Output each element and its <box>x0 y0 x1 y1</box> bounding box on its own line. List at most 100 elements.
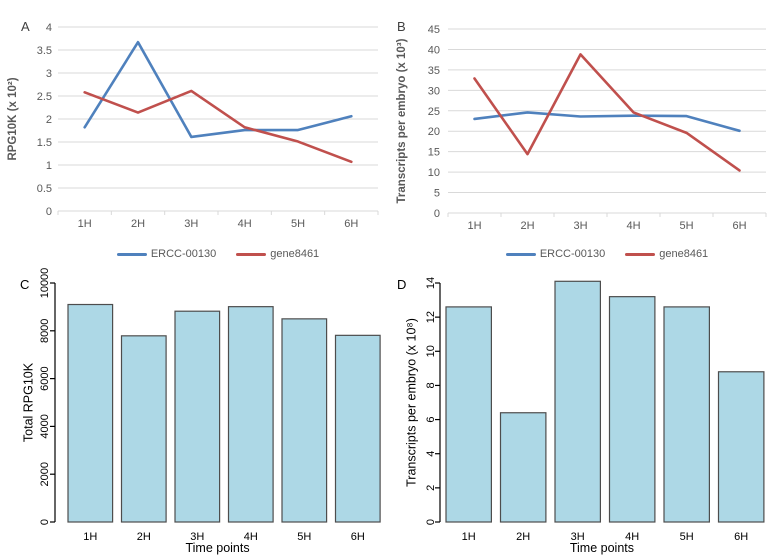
y-axis-tick-label: 5 <box>434 188 440 200</box>
x-axis-tick-label: 2H <box>131 218 145 230</box>
bar-3H <box>174 310 221 523</box>
y-axis-tick-label: 35 <box>428 65 440 77</box>
x-axis-tick-label: 3H <box>184 218 198 230</box>
x-axis-tick-label: 6H <box>734 531 748 543</box>
series-line-ERCC-00130 <box>83 40 353 139</box>
legend-label-ercc-00130: ERCC-00130 <box>539 248 606 260</box>
legend-item-ercc-00130: ERCC-00130 <box>116 248 217 260</box>
x-axis-tick-label: 5H <box>291 218 305 230</box>
series-line-gene8461 <box>473 53 741 172</box>
panel-label-c: C <box>20 277 30 292</box>
y-axis-tick-label: 10 <box>425 345 437 357</box>
y-axis-tick-label: 0 <box>425 519 437 525</box>
y-axis-tick-label: 2.5 <box>37 91 52 103</box>
x-axis-tick-label: 3H <box>573 220 587 232</box>
bar-3H <box>554 280 602 523</box>
bar-chart-d-canvas: 0 2 4 6 8 10 12 14 1H 2H 3H 4H 5H 6H Time points Transc… <box>404 277 765 555</box>
y-axis-tick-label: 2000 <box>39 462 51 486</box>
y-axis-tick-label: 12 <box>425 311 437 323</box>
x-axis-tick-label: 1H <box>83 531 97 543</box>
red-line-swatch-icon <box>625 252 656 256</box>
y-axis-tick-label: 4 <box>425 451 437 457</box>
x-axis-tick-label: 4H <box>244 531 258 543</box>
red-line-swatch-icon <box>236 252 267 256</box>
bar-4H <box>608 296 656 523</box>
bar-chart-c-canvas: 0 2000 4000 6000 8000 10000 1H 2H 3H 4H 5H 6H Time p… <box>21 268 381 555</box>
x-axis-tick-label: 2H <box>516 531 530 543</box>
y-axis-tick-label: 14 <box>425 277 437 289</box>
y-axis-tick-label: 40 <box>428 44 440 56</box>
y-axis-tick-label: 6000 <box>39 366 51 390</box>
y-axis-tick-label: 6 <box>425 417 437 423</box>
panel-a-line-chart: A 0 0.5 1 1.5 2 2.5 3 3.5 4 1H 2H 3H 4H 5H 6H RPG10K (x… <box>0 0 391 265</box>
legend-label-ercc-00130: ERCC-00130 <box>150 248 217 260</box>
legend-label-gene8461: gene8461 <box>270 248 320 260</box>
x-axis-tick-label: 5H <box>679 220 693 232</box>
x-axis-tick-label: 5H <box>297 531 311 543</box>
y-axis-tick-label: 1 <box>46 160 52 172</box>
y-axis-tick-label: 3 <box>46 68 52 80</box>
bar-1H <box>67 303 114 523</box>
y-axis-tick-label: 15 <box>428 147 440 159</box>
line-chart-a-canvas: 0 0.5 1 1.5 2 2.5 3 3.5 4 1H 2H 3H 4H 5H 6H RPG10K (x 1… <box>7 22 379 230</box>
y-axis-tick-label: 30 <box>428 85 440 97</box>
y-axis-tick-label: 25 <box>428 106 440 118</box>
x-axis-tick-label: 3H <box>571 531 585 543</box>
blue-line-swatch-icon <box>505 252 536 256</box>
y-axis-tick-label: 0 <box>39 519 51 525</box>
x-axis-tick-label: 5H <box>680 531 694 543</box>
line-chart-b-canvas: 0 5 10 15 20 25 30 35 40 45 1H 2H 3H 4H 5H 6H Transcript… <box>396 24 767 232</box>
legend-b: ERCC-00130 gene8461 <box>448 246 766 262</box>
y-axis-tick-label: 1.5 <box>37 137 52 149</box>
bar-5H <box>281 318 328 523</box>
bar-2H <box>120 335 167 523</box>
legend-item-gene8461: gene8461 <box>236 248 319 260</box>
y-axis-tick-label: 10000 <box>39 268 51 299</box>
bar-6H <box>334 334 381 523</box>
panel-label-b: B <box>397 19 406 34</box>
legend-item-ercc-00130: ERCC-00130 <box>505 248 606 260</box>
panel-label-a: A <box>21 19 30 34</box>
x-axis-tick-label: 6H <box>351 531 365 543</box>
y-axis-tick-label: 0.5 <box>37 183 52 195</box>
y-axis-tick-label: 8000 <box>39 319 51 343</box>
series-line-ERCC-00130 <box>473 111 741 133</box>
y-axis-tick-label: 0 <box>434 208 440 220</box>
x-axis-tick-label: 6H <box>344 218 358 230</box>
blue-line-swatch-icon <box>116 252 147 256</box>
panel-label-d: D <box>397 277 407 292</box>
x-axis-tick-label: 1H <box>462 531 476 543</box>
bar-2H <box>499 412 547 523</box>
y-axis-title: RPG10K (x 10²) <box>7 77 19 160</box>
x-axis-title: Time points <box>185 541 249 555</box>
y-axis-tick-label: 20 <box>428 126 440 138</box>
legend-label-gene8461: gene8461 <box>659 248 709 260</box>
y-axis-tick-label: 45 <box>428 24 440 36</box>
y-axis-tick-label: 0 <box>46 206 52 218</box>
x-axis-tick-label: 4H <box>625 531 639 543</box>
y-axis-title: Total RPG10K <box>21 362 35 442</box>
y-axis-tick-label: 10 <box>428 167 440 179</box>
legend-item-gene8461: gene8461 <box>625 248 708 260</box>
y-axis-tick-label: 3.5 <box>37 45 52 57</box>
y-axis-tick-label: 4 <box>46 22 52 34</box>
x-axis-title: Time points <box>570 541 634 555</box>
series-line-gene8461 <box>83 89 353 164</box>
x-axis-tick-label: 2H <box>137 531 151 543</box>
y-axis-tick-label: 2 <box>425 485 437 491</box>
x-axis-tick-label: 3H <box>190 531 204 543</box>
legend-a: ERCC-00130 gene8461 <box>58 246 378 262</box>
bar-5H <box>663 306 711 523</box>
x-axis-tick-label: 1H <box>78 218 92 230</box>
x-axis-tick-label: 4H <box>238 218 252 230</box>
panel-c-bar-chart: C 0 2000 4000 6000 8000 10000 1H 2H 3H 4H 5H 6H Time… <box>0 265 391 559</box>
x-axis-tick-label: 1H <box>467 220 481 232</box>
x-axis-tick-label: 6H <box>732 220 746 232</box>
y-axis-tick-label: 2 <box>46 114 52 126</box>
y-axis-title: Transcripts per embryo (x 10³) <box>396 38 408 203</box>
y-axis-tick-label: 8 <box>425 382 437 388</box>
y-axis-tick-label: 4000 <box>39 414 51 438</box>
bar-1H <box>445 306 493 523</box>
bar-4H <box>227 306 274 523</box>
